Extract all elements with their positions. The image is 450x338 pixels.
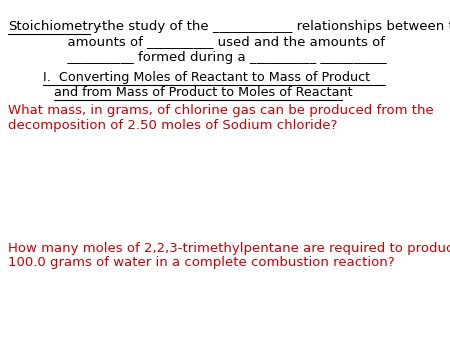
Text: amounts of __________ used and the amounts of: amounts of __________ used and the amoun… bbox=[8, 35, 385, 48]
Text: Stoichiometry: Stoichiometry bbox=[8, 20, 101, 33]
Text: How many moles of 2,2,3-trimethylpentane are required to produce: How many moles of 2,2,3-trimethylpentane… bbox=[8, 242, 450, 255]
Text: I.  Converting Moles of Reactant to Mass of Product: I. Converting Moles of Reactant to Mass … bbox=[43, 71, 370, 84]
Text: and from Mass of Product to Moles of Reactant: and from Mass of Product to Moles of Rea… bbox=[54, 86, 353, 99]
Text: __________ formed during a __________ __________: __________ formed during a __________ __… bbox=[8, 51, 387, 64]
Text: decomposition of 2.50 moles of Sodium chloride?: decomposition of 2.50 moles of Sodium ch… bbox=[8, 119, 338, 132]
Text: 100.0 grams of water in a complete combustion reaction?: 100.0 grams of water in a complete combu… bbox=[8, 256, 395, 269]
Text: -the study of the ____________ relationships between the: -the study of the ____________ relations… bbox=[93, 20, 450, 33]
Text: What mass, in grams, of chlorine gas can be produced from the: What mass, in grams, of chlorine gas can… bbox=[8, 104, 434, 117]
